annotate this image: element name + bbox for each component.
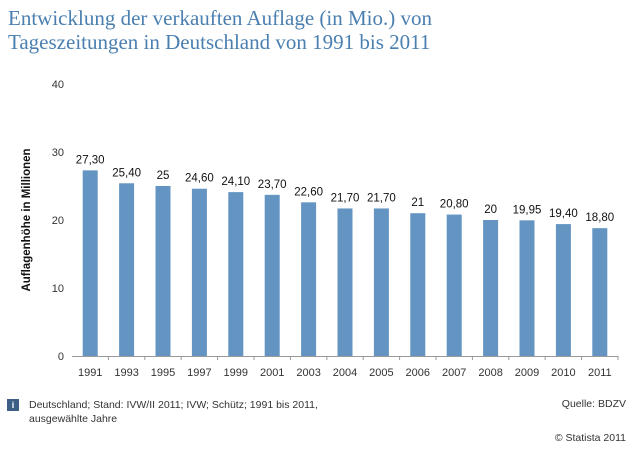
source-label[interactable]: Quelle: BDZV — [561, 398, 626, 410]
bar[interactable] — [483, 220, 499, 356]
x-tick-label: 1997 — [187, 367, 211, 379]
x-tick-label: 2001 — [260, 367, 284, 379]
x-tick-label: 2010 — [551, 367, 575, 379]
bar[interactable] — [555, 224, 571, 356]
x-tick-label: 2009 — [515, 367, 539, 379]
chart-title: Entwicklung der verkauften Auflage (in M… — [8, 6, 628, 54]
bar[interactable] — [301, 202, 317, 356]
data-label: 19,95 — [513, 204, 542, 216]
data-label: 21,70 — [331, 192, 360, 204]
data-label: 21,70 — [367, 192, 396, 204]
data-label: 27,30 — [76, 154, 105, 166]
bar[interactable] — [82, 170, 98, 356]
source-text: Deutschland; Stand: IVW/II 2011; IVW; Sc… — [29, 399, 318, 425]
source-info: i Deutschland; Stand: IVW/II 2011; IVW; … — [7, 398, 327, 426]
value-labels: 27,30 25,40 25 24,60 24,10 23,70 22,60 21,70 21,… — [76, 154, 614, 224]
x-tick-label: 2004 — [333, 367, 357, 379]
data-label: 20,80 — [440, 199, 469, 211]
x-tick-label: 2005 — [369, 367, 393, 379]
x-tick-label: 1991 — [78, 367, 102, 379]
bar[interactable] — [264, 194, 280, 356]
bar[interactable] — [191, 188, 207, 356]
y-axis: 0 10 20 30 40 — [52, 79, 64, 363]
x-axis: 1991 1993 1995 1997 1999 2001 2003 2004 2005 2006… — [72, 356, 619, 379]
info-icon[interactable]: i — [7, 399, 19, 411]
bar[interactable] — [155, 186, 171, 356]
y-tick-label: 30 — [52, 147, 64, 159]
bar[interactable] — [519, 220, 535, 356]
y-tick-label: 0 — [58, 351, 64, 363]
y-axis-label: Auflagenhöhe in Millionen — [21, 148, 33, 291]
copyright[interactable]: © Statista 2011 — [554, 432, 626, 444]
x-tick-label: 1995 — [151, 367, 175, 379]
data-label: 18,80 — [585, 212, 614, 224]
bar[interactable] — [446, 214, 462, 356]
bar[interactable] — [592, 228, 608, 356]
y-tick-label: 10 — [52, 283, 64, 295]
bar-chart: 0 10 20 30 40 1991 1993 1995 1997 1999 2001 2003 20… — [21, 79, 619, 379]
x-tick-label: 2008 — [478, 367, 502, 379]
x-tick-label: 1993 — [114, 367, 138, 379]
data-label: 19,40 — [549, 208, 578, 220]
y-tick-label: 20 — [52, 215, 64, 227]
data-label: 23,70 — [258, 179, 287, 191]
bar[interactable] — [337, 208, 353, 356]
bar[interactable] — [119, 183, 135, 356]
x-tick-label: 2011 — [588, 367, 612, 379]
data-label: 20 — [484, 204, 497, 216]
data-label: 25 — [157, 170, 170, 182]
y-tick-label: 40 — [52, 79, 64, 91]
data-label: 21 — [411, 197, 424, 209]
chart-title-line2: Tageszeitungen in Deutschland von 1991 b… — [8, 30, 431, 54]
bar[interactable] — [228, 192, 244, 356]
x-tick-label: 2007 — [442, 367, 466, 379]
data-label: 24,60 — [185, 173, 214, 185]
x-tick-label: 2003 — [296, 367, 320, 379]
chart-title-line1: Entwicklung der verkauften Auflage (in M… — [8, 6, 432, 30]
x-tick-label: 1999 — [224, 367, 248, 379]
data-label: 24,10 — [221, 176, 250, 188]
x-tick-label: 2006 — [406, 367, 430, 379]
bars — [82, 170, 608, 356]
bar[interactable] — [373, 208, 389, 356]
bar[interactable] — [410, 213, 426, 356]
data-label: 25,40 — [112, 167, 141, 179]
data-label: 22,60 — [294, 186, 323, 198]
